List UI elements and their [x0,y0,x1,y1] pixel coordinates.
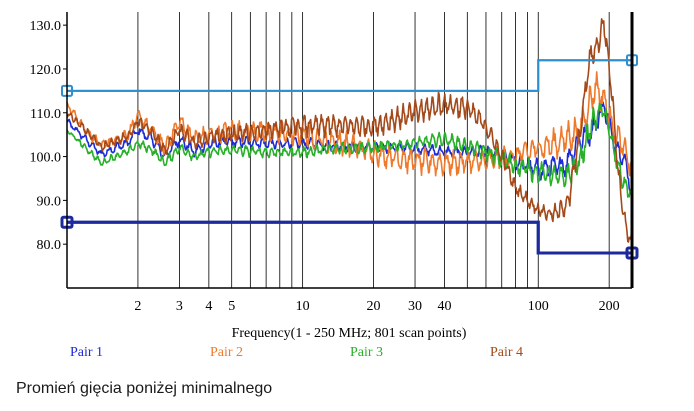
x-tick-label: 20 [367,299,381,314]
x-tick-label: 3 [176,299,183,314]
series-lines [66,18,633,255]
y-tick-label: 120.0 [30,63,62,78]
y-tick-label: 80.0 [37,238,62,253]
x-tick-label: 5 [228,299,235,314]
upper-limit-line-overlay [67,59,632,92]
x-tick-label: 10 [296,299,310,314]
y-tick-label: 90.0 [37,194,62,209]
lower-limit-line-overlay [67,220,632,255]
legend-item-pair-4: Pair 4 [490,345,523,360]
legend-item-pair-1: Pair 1 [70,345,103,360]
series-line-pair-2 [66,71,633,177]
caption: Promień gięcia poniżej minimalnego [16,380,273,397]
x-tick-labels: 2 3 4 5 10 20 30 40 100 200 [134,299,619,314]
y-tick-label: 100.0 [30,151,62,166]
series-line-pair-4 [66,18,633,243]
x-tick-label: 4 [205,299,212,314]
x-tick-label: 2 [134,299,141,314]
legend-item-pair-3: Pair 3 [350,345,383,360]
x-tick-label: 100 [528,299,549,314]
legend-item-pair-2: Pair 2 [210,345,243,360]
x-tick-label: 30 [408,299,422,314]
y-tick-label: 130.0 [30,19,62,34]
legend: Pair 1 Pair 2 Pair 3 Pair 4 [70,345,523,360]
x-axis-label: Frequency(1 - 250 MHz; 801 scan points) [232,326,467,341]
series-line-pair-3 [66,102,633,198]
x-tick-label: 40 [437,299,451,314]
y-tick-labels: 80.0 90.0 100.0 110.0 120.0 130.0 [30,19,67,253]
y-tick-label: 110.0 [30,107,61,122]
x-tick-label: 200 [599,299,620,314]
